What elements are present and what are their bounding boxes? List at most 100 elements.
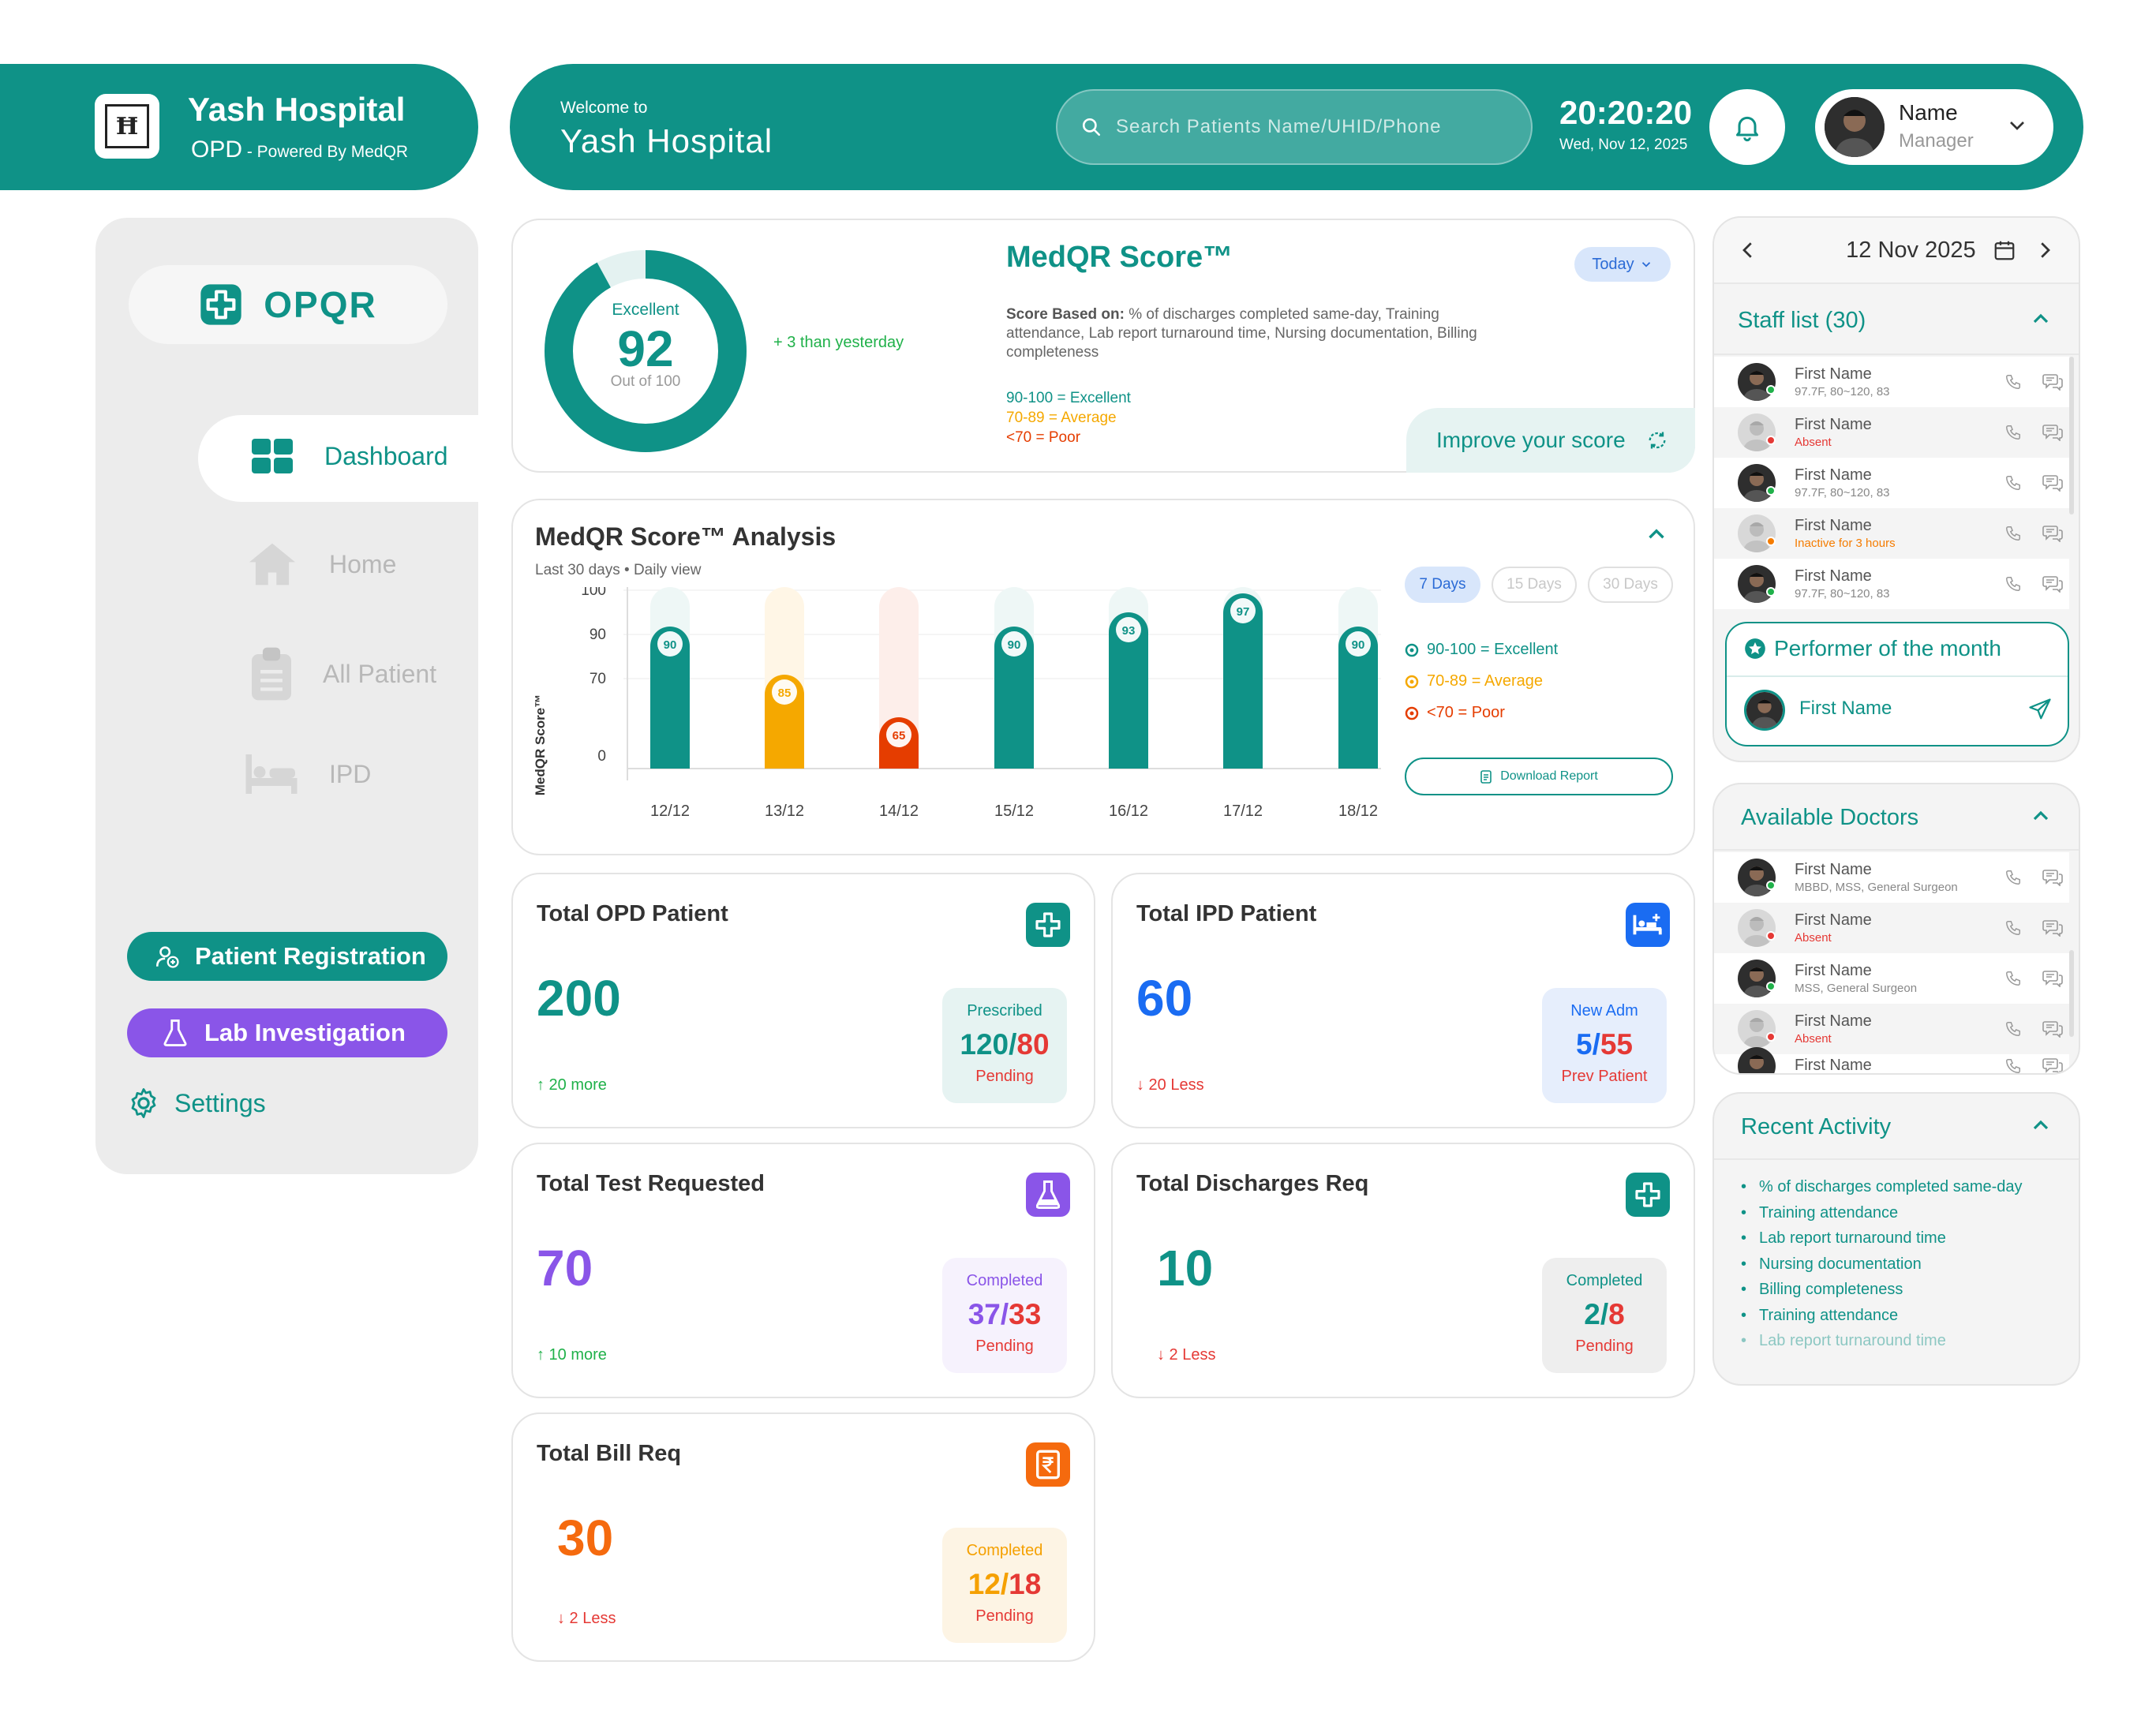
list-item[interactable]: First Name Inactive for 3 hours [1714, 508, 2069, 559]
sidebar-item-ipd[interactable]: IPD [245, 754, 371, 794]
list-item[interactable]: First Name [1714, 1047, 2069, 1075]
sidebar-item-all-patient[interactable]: All Patient [252, 647, 436, 701]
chat-icon[interactable] [2042, 575, 2063, 593]
chat-icon[interactable] [2042, 869, 2063, 886]
top-bar: Welcome to Yash Hospital 20:20:20 Wed, N… [510, 64, 2083, 190]
total-opd-card: Total OPD Patient 200 ↑ 20 more Prescrib… [511, 873, 1095, 1128]
phone-icon[interactable] [2004, 1057, 2022, 1075]
range-30-days[interactable]: 30 Days [1588, 567, 1673, 603]
chevron-right-icon[interactable] [2033, 238, 2057, 262]
clipboard-icon [252, 647, 291, 701]
download-report-button[interactable]: Download Report [1405, 758, 1673, 795]
brand-name: Yash Hospital [188, 91, 406, 128]
chat-icon[interactable] [2042, 474, 2063, 492]
range-7-days[interactable]: 7 Days [1405, 567, 1480, 603]
y-axis-label: MedQR Score™ [533, 694, 548, 795]
staff-list-title: Staff list (30) [1738, 308, 1866, 333]
chat-icon[interactable] [2042, 1020, 2063, 1038]
x-tick-label: 13/12 [765, 803, 804, 820]
x-tick-label: 12/12 [650, 803, 690, 820]
phone-icon[interactable] [2004, 373, 2022, 391]
calendar-icon[interactable] [1993, 238, 2016, 262]
chat-icon[interactable] [2042, 525, 2063, 542]
status-dot [1766, 1032, 1776, 1042]
avatar [1738, 514, 1776, 552]
legend-excellent: 90-100 = Excellent [1006, 390, 1131, 406]
phone-icon[interactable] [2004, 1020, 2022, 1038]
avatar [1738, 413, 1776, 451]
send-icon[interactable] [2028, 698, 2052, 721]
chat-icon[interactable] [2042, 970, 2063, 987]
list-item[interactable]: First Name Absent [1714, 407, 2069, 458]
x-tick-label: 15/12 [994, 803, 1034, 820]
user-menu[interactable]: Name Manager [1815, 89, 2053, 165]
notifications-button[interactable] [1709, 89, 1785, 165]
activity-text: Training attendance [1759, 1306, 1899, 1324]
collapse-icon[interactable] [2028, 1113, 2053, 1138]
list-item[interactable]: First Name 97.7F, 80~120, 83 [1714, 458, 2069, 508]
powered-by: - Powered By MedQR [242, 143, 409, 161]
chat-icon[interactable] [2042, 373, 2063, 391]
y-tick-label: 100 [581, 587, 606, 599]
chat-icon[interactable] [2042, 1057, 2063, 1075]
rupee-bill-icon [1026, 1442, 1070, 1487]
collapse-icon[interactable] [2028, 803, 2053, 829]
sidebar-item-dashboard[interactable]: Dashboard [198, 415, 478, 502]
chevron-down-icon [1641, 262, 1650, 268]
collapse-icon[interactable] [2028, 306, 2053, 331]
sidebar-item-home[interactable]: Home [247, 541, 396, 587]
period-dropdown[interactable]: Today [1574, 247, 1671, 282]
gear-icon [131, 1088, 156, 1118]
list-item[interactable]: First Name 97.7F, 80~120, 83 [1714, 357, 2069, 407]
lab-investigation-button[interactable]: Lab Investigation [127, 1008, 447, 1057]
bar [994, 627, 1034, 769]
search-input[interactable] [1116, 116, 1495, 138]
chat-icon[interactable] [2042, 424, 2063, 441]
stat-breakdown: Prescribed 120/80 Pending [942, 988, 1067, 1103]
phone-icon[interactable] [2004, 869, 2022, 886]
activity-text: Nursing documentation [1759, 1255, 1922, 1273]
range-15-days[interactable]: 15 Days [1492, 567, 1577, 603]
person-status: Absent [1795, 1032, 1832, 1046]
stat-value: 70 [537, 1240, 593, 1296]
phone-icon[interactable] [2004, 525, 2022, 542]
total-discharges-card: Total Discharges Req 10 ↓ 2 Less Complet… [1111, 1143, 1695, 1398]
sidebar: OPQR Dashboard Home All Patient IPD Pati… [95, 218, 478, 1174]
bar-value-label: 85 [778, 687, 792, 700]
list-item[interactable]: First Name 97.7F, 80~120, 83 [1714, 559, 2069, 609]
collapse-icon[interactable] [1643, 521, 1670, 548]
person-name: First Name [1795, 517, 1872, 534]
stat-value: 10 [1157, 1240, 1214, 1296]
list-item[interactable]: First Name Absent [1714, 903, 2069, 953]
analysis-title: MedQR Score™ Analysis [535, 522, 837, 551]
phone-icon[interactable] [2004, 575, 2022, 593]
improve-score-button[interactable]: Improve your score [1406, 408, 1695, 473]
bar-value-badge [1346, 631, 1371, 657]
patient-registration-button[interactable]: Patient Registration [127, 932, 447, 981]
legend-poor: <70 = Poor [1006, 429, 1081, 446]
status-dot-icon [1405, 675, 1419, 688]
search-bar[interactable] [1056, 89, 1533, 165]
list-item[interactable]: First Name MBBD, MSS, General Surgeon [1714, 852, 2069, 903]
person-name: First Name [1795, 962, 1872, 979]
app-logo: OPQR [129, 265, 447, 344]
phone-icon[interactable] [2004, 474, 2022, 492]
total-ipd-card: Total IPD Patient 60 ↓ 20 Less New Adm 5… [1111, 873, 1695, 1128]
chevron-left-icon[interactable] [1736, 238, 1760, 262]
avatar [1738, 859, 1776, 896]
list-item[interactable]: First Name Absent [1714, 1004, 2069, 1054]
stat-trend: ↑ 10 more [537, 1346, 607, 1364]
settings-link[interactable]: Settings [127, 1087, 266, 1120]
selected-date: 12 Nov 2025 [1846, 237, 1976, 263]
status-dot [1766, 436, 1776, 445]
phone-icon[interactable] [2004, 970, 2022, 987]
chat-icon[interactable] [2042, 919, 2063, 937]
list-item[interactable]: First Name MSS, General Surgeon [1714, 953, 2069, 1004]
user-name: Name [1899, 100, 1958, 125]
person-name: First Name [1795, 567, 1872, 585]
phone-icon[interactable] [2004, 424, 2022, 441]
bar-value-badge [1230, 598, 1256, 623]
person-name: First Name [1795, 1012, 1872, 1030]
person-status: 97.7F, 80~120, 83 [1795, 385, 1890, 398]
phone-icon[interactable] [2004, 919, 2022, 937]
